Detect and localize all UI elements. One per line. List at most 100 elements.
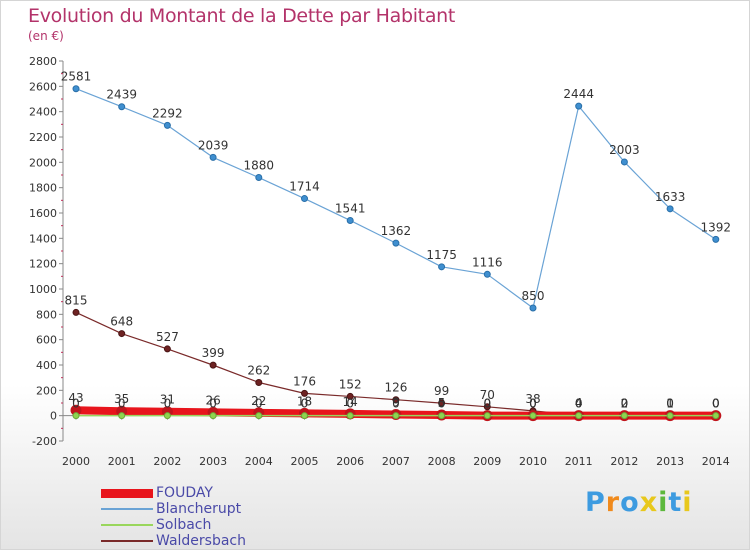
blancherupt-point: [346, 216, 354, 224]
x-tick-label: 2011: [565, 455, 593, 468]
blancherupt-point: [575, 102, 583, 110]
waldersbach-point: [163, 345, 171, 353]
blancherupt-data-label: 2292: [152, 106, 183, 120]
legend-label: Waldersbach: [156, 533, 247, 549]
waldersbach-data-label: 648: [110, 315, 133, 329]
blancherupt-data-label: 1392: [701, 220, 732, 234]
legend-swatch: [101, 524, 153, 526]
fouday-data-label: 0: [666, 397, 674, 411]
blancherupt-point: [666, 205, 674, 213]
blancherupt-point: [118, 103, 126, 111]
y-tick-label: 0: [50, 410, 57, 423]
x-tick-label: 2009: [473, 455, 501, 468]
solbach-point: [529, 412, 537, 420]
fouday-data-label: 31: [160, 393, 175, 407]
y-tick-label: 1600: [29, 207, 57, 220]
blancherupt-data-label: 2581: [61, 70, 92, 84]
waldersbach-data-label: 262: [247, 363, 270, 377]
y-tick-label: -200: [32, 435, 57, 448]
solbach-data-label: 0: [666, 397, 674, 411]
x-tick-label: 2008: [428, 455, 456, 468]
blancherupt-point: [255, 174, 263, 182]
blancherupt-data-label: 2003: [609, 143, 640, 157]
solbach-data-label: 0: [712, 397, 720, 411]
x-tick-label: 2013: [656, 455, 684, 468]
solbach-data-label: 0: [575, 397, 583, 411]
blancherupt-point: [712, 235, 720, 243]
legend-item: Solbach: [101, 517, 246, 533]
waldersbach-point: [346, 392, 354, 400]
fouday-data-label: 18: [297, 394, 312, 408]
waldersbach-data-label: 152: [339, 377, 362, 391]
blancherupt-data-label: 1116: [472, 255, 503, 269]
blancherupt-point: [620, 158, 628, 166]
fouday-data-label: 0: [529, 397, 537, 411]
fouday-data-label: 35: [114, 392, 129, 406]
fouday-data-label: 0: [621, 397, 629, 411]
waldersbach-point: [255, 378, 263, 386]
x-tick-label: 2014: [702, 455, 730, 468]
y-tick-label: 800: [36, 308, 57, 321]
blancherupt-point: [163, 121, 171, 129]
fouday-data-label: 0: [712, 397, 720, 411]
y-tick-label: 400: [36, 359, 57, 372]
waldersbach-data-label: 399: [202, 346, 225, 360]
solbach-data-label: 0: [72, 397, 80, 411]
waldersbach-point: [72, 308, 80, 316]
y-tick-label: 2600: [29, 80, 57, 93]
chart-title: Evolution du Montant de la Dette par Hab…: [28, 5, 456, 27]
solbach-point: [438, 412, 446, 420]
x-tick-label: 2002: [153, 455, 181, 468]
solbach-data-label: 0: [346, 397, 354, 411]
y-tick-label: 2200: [29, 131, 57, 144]
solbach-point: [118, 412, 126, 420]
solbach-data-label: 0: [255, 397, 263, 411]
waldersbach-data-label: 4: [575, 396, 583, 410]
x-tick-label: 2006: [336, 455, 364, 468]
x-tick-label: 2010: [519, 455, 547, 468]
solbach-data-label: 0: [529, 397, 537, 411]
solbach-data-label: 0: [164, 397, 172, 411]
solbach-point: [346, 412, 354, 420]
legend-label: Blancherupt: [156, 501, 242, 517]
legend-item: Waldersbach: [101, 533, 246, 549]
proxiti-logo: Proxiti: [585, 487, 693, 518]
waldersbach-data-label: 70: [480, 388, 495, 402]
solbach-point: [483, 412, 491, 420]
fouday-data-label: 43: [68, 391, 83, 405]
blancherupt-point: [483, 270, 491, 278]
blancherupt-data-label: 1175: [426, 248, 457, 262]
x-tick-label: 2005: [291, 455, 319, 468]
y-tick-label: 2800: [29, 55, 57, 68]
waldersbach-data-label: 99: [434, 384, 449, 398]
fouday-data-label: 0: [575, 397, 583, 411]
y-tick-label: 1400: [29, 232, 57, 245]
fouday-data-label: 5: [438, 396, 446, 410]
y-tick-label: 1200: [29, 258, 57, 271]
solbach-point: [301, 412, 308, 420]
chart-subtitle: (en €): [28, 29, 64, 43]
legend-label: FOUDAY: [156, 485, 213, 501]
y-tick-label: 2400: [29, 106, 57, 119]
blancherupt-data-label: 1714: [289, 180, 320, 194]
x-tick-label: 2007: [382, 455, 410, 468]
legend-item: Blancherupt: [101, 501, 246, 517]
waldersbach-data-label: 0: [712, 397, 720, 411]
fouday-data-label: 0: [483, 397, 491, 411]
legend-label: Solbach: [156, 517, 212, 533]
blancherupt-data-label: 2039: [198, 138, 229, 152]
blancherupt-point: [529, 304, 537, 312]
legend: FOUDAY Blancherupt Solbach Waldersbach: [101, 485, 246, 549]
waldersbach-data-label: 2: [621, 396, 629, 410]
waldersbach-data-label: 126: [384, 381, 407, 395]
solbach-point: [163, 412, 171, 420]
solbach-data-label: 0: [118, 397, 126, 411]
legend-item: FOUDAY: [101, 485, 246, 501]
waldersbach-data-label: 815: [65, 293, 88, 307]
legend-swatch: [101, 540, 153, 542]
fouday-data-label: 14: [343, 395, 358, 409]
waldersbach-point: [301, 389, 308, 397]
solbach-point: [620, 412, 628, 420]
